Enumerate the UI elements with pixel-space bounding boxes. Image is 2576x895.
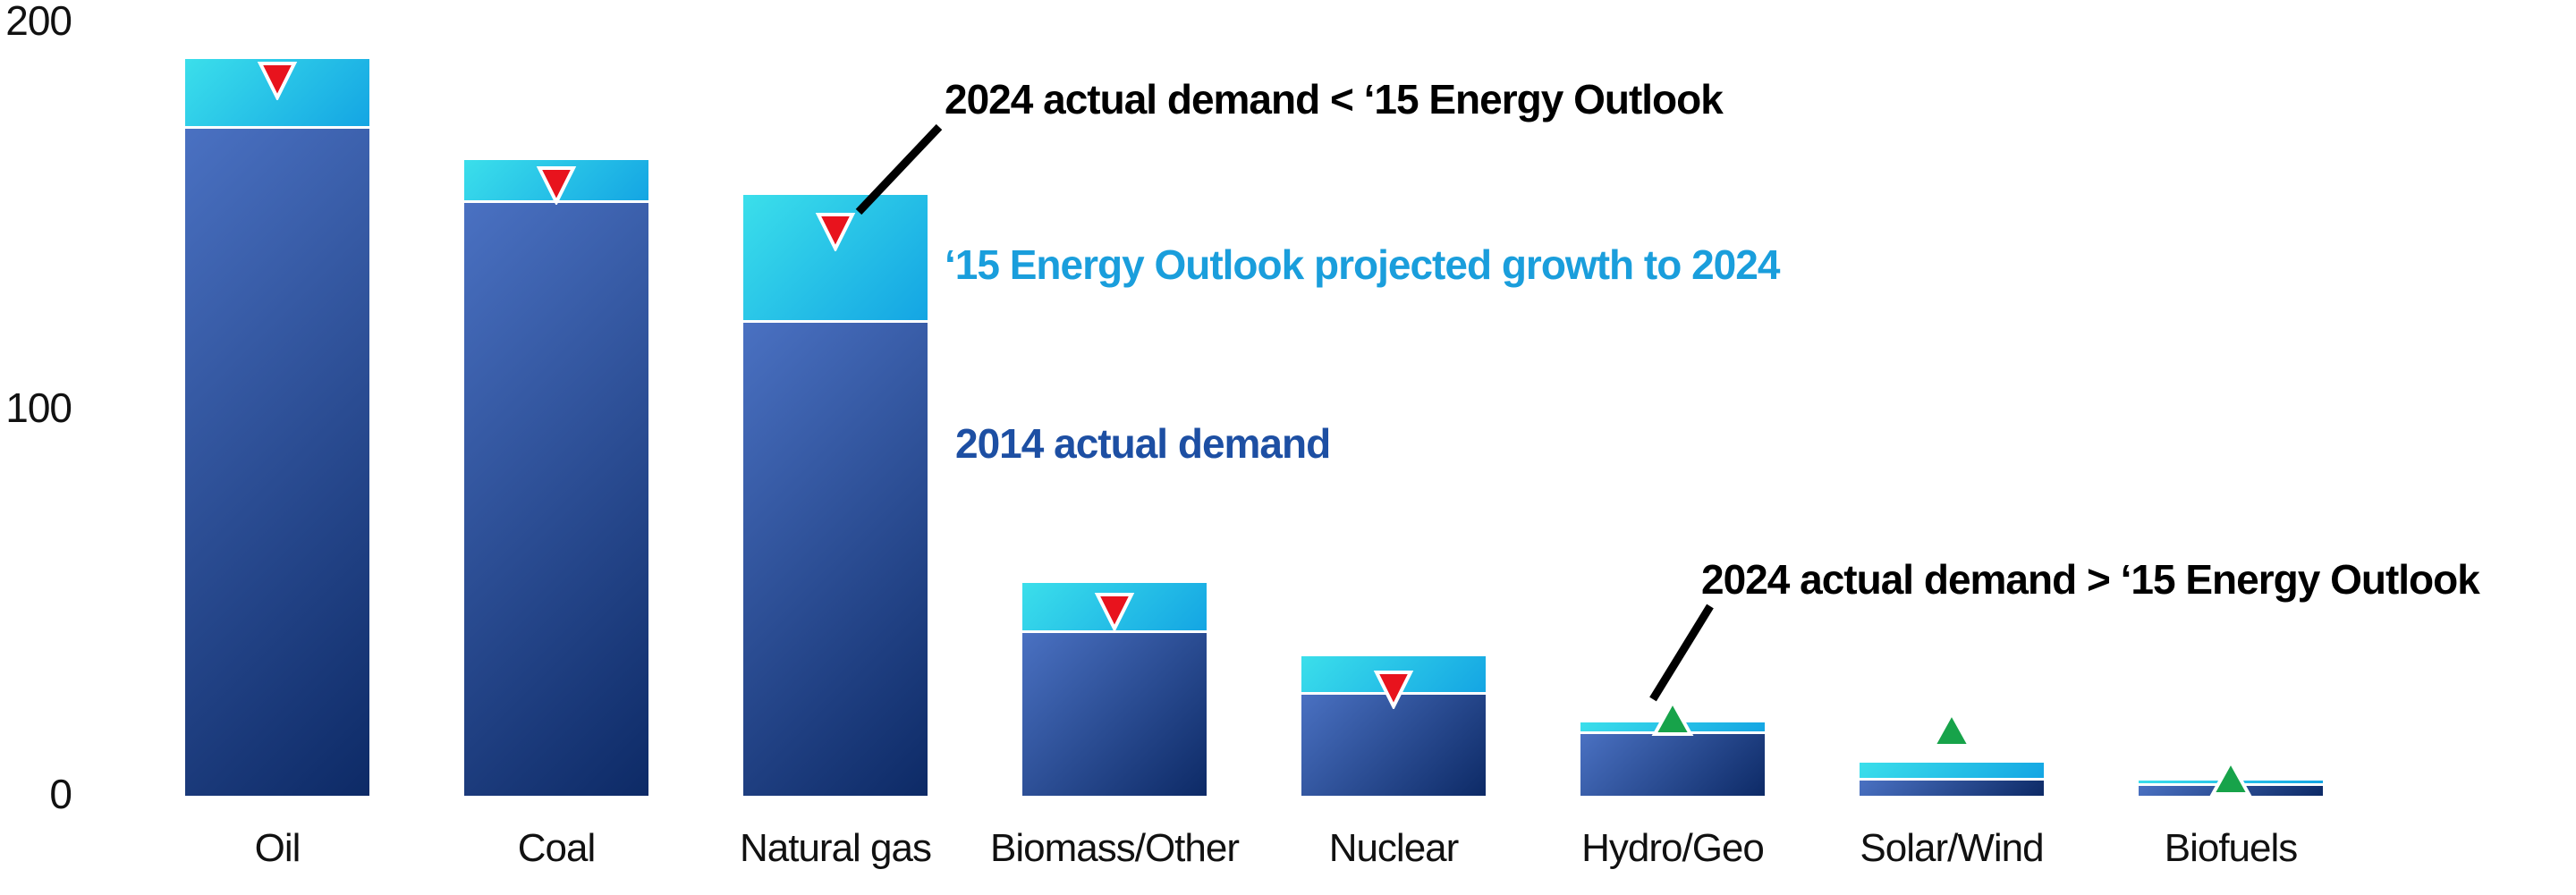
marker-down-icon-oil	[257, 62, 298, 101]
category-label-nuclear: Nuclear	[1328, 826, 1460, 870]
category-label-solar-wind: Solar/Wind	[1860, 826, 2044, 870]
segment-2014-demand-oil	[185, 129, 369, 796]
category-label-hydro-geo: Hydro/Geo	[1581, 826, 1765, 870]
segment-2014-demand-biomass-other	[1022, 632, 1207, 796]
segment-2014-demand-solar-wind	[1860, 780, 2044, 796]
bar-column-solar-wind	[1860, 763, 2044, 796]
legend-2014-actual-demand: 2014 actual demand	[955, 420, 1331, 467]
bar-column-oil	[185, 59, 369, 796]
segment-2014-demand-natural-gas	[743, 323, 928, 796]
segment-separator-solar-wind	[1860, 777, 2044, 781]
annotation-below-outlook: 2024 actual demand < ‘15 Energy Outlook	[945, 76, 1724, 122]
marker-up-icon-hydro-geo	[1651, 698, 1694, 737]
y-axis-tick-200: 200	[5, 0, 72, 44]
marker-up-icon-biofuels	[2209, 758, 2252, 797]
category-label-oil: Oil	[254, 826, 301, 870]
y-axis-tick-0: 0	[49, 771, 72, 817]
segment-separator-biomass-other	[1022, 629, 1207, 633]
category-label-biomass-other: Biomass/Other	[990, 826, 1240, 870]
category-label-biofuels: Biofuels	[2164, 826, 2299, 870]
segment-2014-demand-nuclear	[1301, 695, 1486, 796]
leader-line-above-outlook	[1649, 604, 1714, 702]
marker-up-icon-solar-wind	[1930, 710, 1973, 748]
segment-separator-natural-gas	[743, 320, 928, 324]
segment-separator-oil	[185, 126, 369, 130]
marker-down-icon-natural-gas	[815, 213, 856, 252]
segment-2014-demand-coal	[464, 202, 648, 796]
marker-down-icon-nuclear	[1373, 670, 1414, 709]
marker-down-icon-coal	[536, 166, 577, 206]
legend-projected-growth: ‘15 Energy Outlook projected growth to 2…	[945, 241, 1780, 288]
bar-column-biomass-other	[1022, 582, 1207, 796]
bar-column-coal	[464, 160, 648, 796]
segment-projected-growth-solar-wind	[1860, 763, 2044, 778]
category-label-coal: Coal	[517, 826, 597, 870]
annotation-above-outlook: 2024 actual demand > ‘15 Energy Outlook	[1701, 556, 2480, 603]
category-label-natural-gas: Natural gas	[739, 826, 932, 870]
segment-2014-demand-hydro-geo	[1580, 733, 1765, 796]
marker-down-icon-biomass-other	[1094, 592, 1135, 631]
y-axis-tick-100: 100	[5, 384, 72, 431]
bar-column-natural-gas	[743, 195, 928, 796]
